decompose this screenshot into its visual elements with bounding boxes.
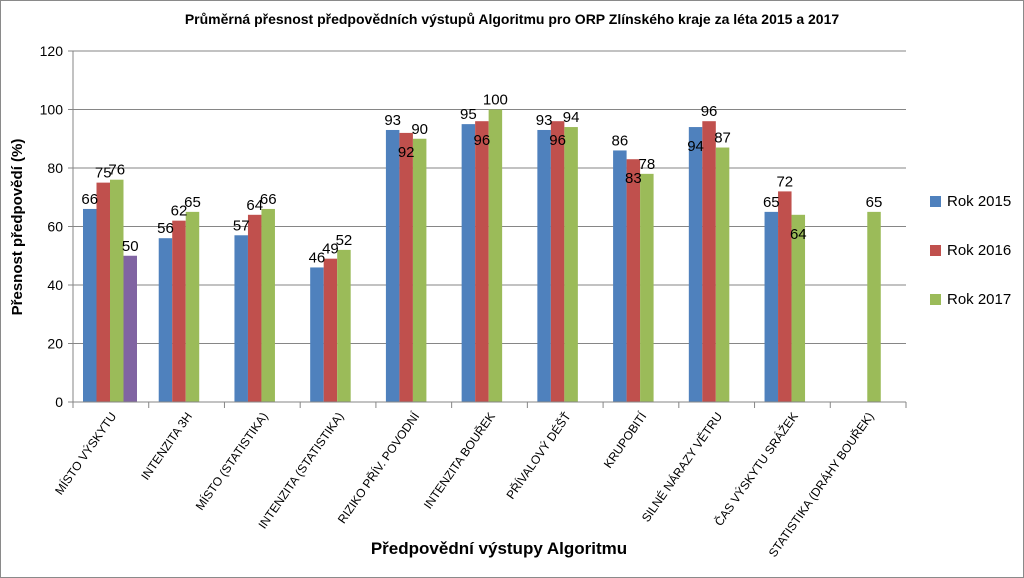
legend-label: Rok 2015 [947,193,1011,210]
data-label: 65 [184,194,201,211]
legend-swatch [930,294,941,305]
y-tick-label: 0 [55,394,63,410]
data-label: 52 [336,232,353,249]
bar [110,179,124,402]
bar [323,258,338,402]
chart-title: Průměrná přesnost předpovědních výstupů … [185,11,840,27]
data-label: 93 [536,112,553,129]
bar [234,235,248,402]
data-label: 96 [474,132,491,149]
category-label: MÍSTO (STATISTIKA) [192,409,271,513]
data-label: 65 [763,194,780,211]
bar [537,129,551,402]
data-label: 87 [714,130,731,147]
data-label: 62 [171,203,188,220]
data-label: 66 [81,191,98,208]
category-label: MÍSTO VÝSKYTU [51,409,119,497]
legend-label: Rok 2016 [947,242,1011,259]
bar [461,124,476,402]
data-label: 92 [398,144,415,161]
bar [688,127,703,403]
category-label: KRUPOBITÍ [600,409,650,471]
data-label: 46 [309,249,326,266]
bar [475,121,489,402]
data-label: 96 [701,103,718,120]
data-label: 56 [157,220,174,237]
y-tick-label: 60 [47,219,63,235]
bar [385,129,400,402]
data-label: 64 [790,226,807,243]
category-label: SILNÉ NÁRAZY VĚTRU [638,409,725,524]
data-label: 93 [384,112,401,129]
bar [488,109,503,402]
y-tick-label: 100 [40,102,64,118]
data-label: 78 [638,156,655,173]
data-label: 66 [260,191,277,208]
bar [715,147,730,402]
data-label: 96 [549,132,566,149]
bar [399,132,413,402]
bar [412,138,427,402]
y-tick-label: 40 [47,277,63,293]
category-label: INTENZITA 3H [138,410,195,483]
y-axis-title: Přesnost předpovědí (%) [9,139,26,316]
data-label: 57 [233,217,250,234]
bar [550,121,565,402]
legend-swatch [930,196,941,207]
bar [867,211,881,402]
x-axis-title: Předpovědní výstupy Algoritmu [371,539,627,558]
bar [337,249,351,402]
bar [310,267,324,402]
bar [778,191,792,402]
bar [626,159,641,402]
data-label: 86 [611,132,628,149]
data-label: 64 [246,197,263,214]
data-label: 100 [483,92,508,109]
category-label: ČAS VÝSKYTU SRÁŽEK [711,409,801,528]
data-label: 49 [322,241,339,258]
data-label: 76 [108,162,125,179]
axes [68,50,907,408]
data-label: 94 [563,109,580,126]
data-label: 75 [95,165,112,182]
bar [247,214,262,402]
data-label: 90 [411,121,428,138]
bar [172,220,186,402]
data-label: 72 [776,173,793,190]
bar [261,208,275,402]
bars [83,109,881,403]
category-label: RIZIKO PŘÍV. POVODNÍ [334,409,423,526]
bar [613,150,627,402]
category-label: PŘÍVALOVÝ DÉŠŤ [503,409,574,502]
legend-swatch [930,245,941,256]
data-label: 83 [625,170,642,187]
legend-label: Rok 2017 [947,291,1011,308]
y-tick-label: 120 [40,43,64,59]
bar [83,208,97,402]
y-tick-labels: 0 20 40 60 80 100 120 [40,43,64,410]
bar [640,173,654,402]
data-label: 50 [122,238,139,255]
y-tick-label: 80 [47,160,63,176]
data-label: 94 [687,138,704,155]
bar [564,127,578,403]
bar [158,238,173,402]
data-label: 95 [460,106,477,123]
bar [96,182,110,402]
bar [123,255,137,402]
category-label: INTENZITA (STATISTIKA) [255,410,346,532]
data-labels: 6675765056626557646646495293929095961009… [81,92,882,267]
bar [185,211,200,402]
data-label: 65 [866,194,883,211]
bar [791,214,806,402]
y-tick-label: 20 [47,336,63,352]
bar [764,211,779,402]
bar [702,121,716,402]
legend: Rok 2015 Rok 2016 Rok 2017 [930,193,1011,308]
category-label: INTENZITA BOUŘEK [420,409,498,511]
